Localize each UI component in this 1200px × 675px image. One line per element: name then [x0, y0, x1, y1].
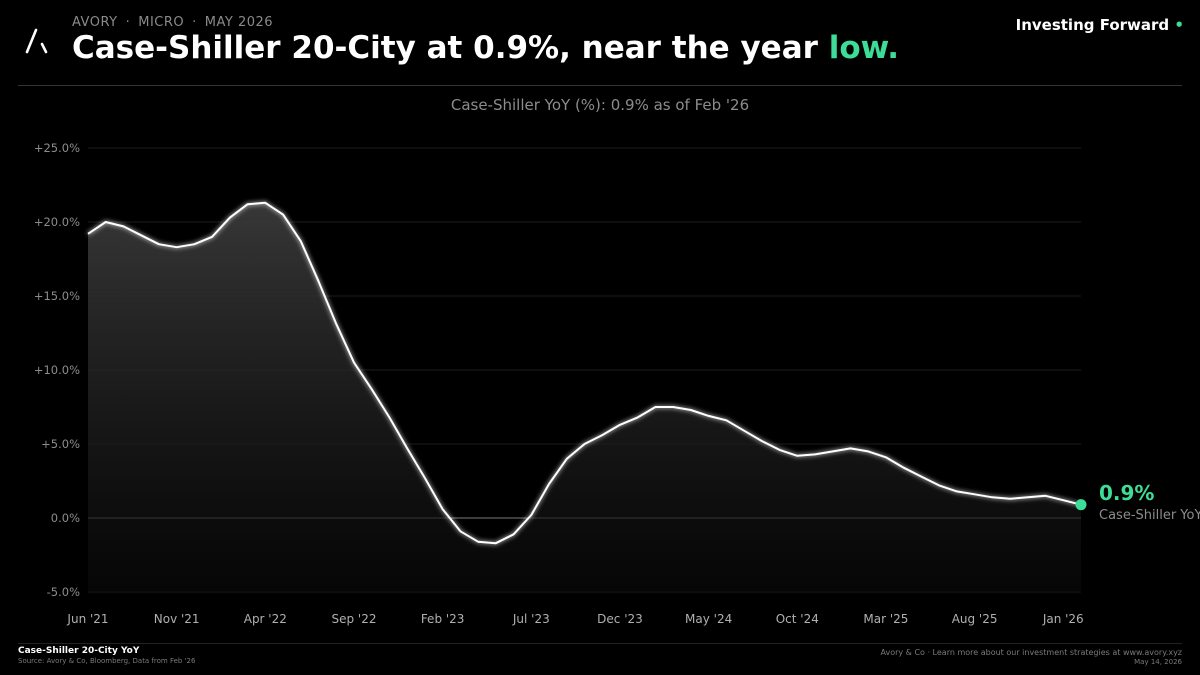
x-tick-label: Mar '25 — [863, 612, 908, 626]
brand-name: Investing Forward • — [1016, 16, 1184, 34]
headline-main: Case-Shiller 20-City at 0.9%, near the y… — [72, 30, 829, 66]
x-tick-label: Oct '24 — [776, 612, 819, 626]
kicker-section: MICRO — [138, 15, 185, 30]
x-tick-label: Feb '23 — [421, 612, 465, 626]
x-tick-label: Dec '23 — [597, 612, 643, 626]
headline-dot: . — [887, 30, 900, 66]
x-tick-label: Nov '21 — [154, 612, 200, 626]
brand-dot-icon: • — [1174, 16, 1184, 34]
x-tick-label: May '24 — [685, 612, 732, 626]
y-tick-label: 0.0% — [51, 511, 80, 525]
y-tick-label: +15.0% — [34, 289, 80, 303]
page-title: Case-Shiller 20-City at 0.9%, near the y… — [72, 30, 899, 66]
footer-title: Case-Shiller 20-City YoY — [18, 646, 140, 656]
end-value-label: 0.9% — [1099, 481, 1154, 505]
x-tick-label: Apr '22 — [244, 612, 287, 626]
footer-link-text[interactable]: Avory & Co · Learn more about our invest… — [880, 648, 1182, 657]
x-tick-label: Sep '22 — [331, 612, 376, 626]
avory-logo-icon — [25, 28, 48, 54]
x-tick-label: Jul '23 — [512, 612, 550, 626]
footer-date: May 14, 2026 — [1134, 658, 1182, 666]
end-point-marker — [1075, 499, 1087, 511]
x-tick-label: Jun '21 — [66, 612, 108, 626]
y-tick-label: +5.0% — [41, 437, 80, 451]
header-divider — [18, 85, 1182, 86]
x-tick-label: Jan '26 — [1042, 612, 1084, 626]
kicker-brand: AVORY — [72, 15, 118, 30]
y-tick-label: +10.0% — [34, 363, 80, 377]
kicker-separator: · — [192, 15, 197, 30]
series-line — [87, 201, 1082, 545]
y-tick-label: +20.0% — [34, 215, 80, 229]
x-tick-label: Aug '25 — [952, 612, 998, 626]
kicker: AVORY · MICRO · MAY 2026 — [72, 15, 273, 30]
footer-divider — [18, 643, 1182, 644]
chart-title: Case-Shiller YoY (%): 0.9% as of Feb '26 — [450, 96, 750, 114]
headline-accent: low — [828, 30, 888, 66]
footer-source: Source: Avory & Co, Bloomberg, Data from… — [18, 657, 196, 665]
kicker-date: MAY 2026 — [204, 15, 274, 30]
brand-text: Investing Forward — [1015, 16, 1170, 34]
kicker-separator: · — [125, 15, 131, 30]
y-tick-label: +25.0% — [34, 141, 80, 155]
series-area — [88, 202, 1081, 593]
end-series-label: Case-Shiller YoY — [1099, 508, 1200, 523]
y-tick-label: -5.0% — [47, 585, 80, 599]
